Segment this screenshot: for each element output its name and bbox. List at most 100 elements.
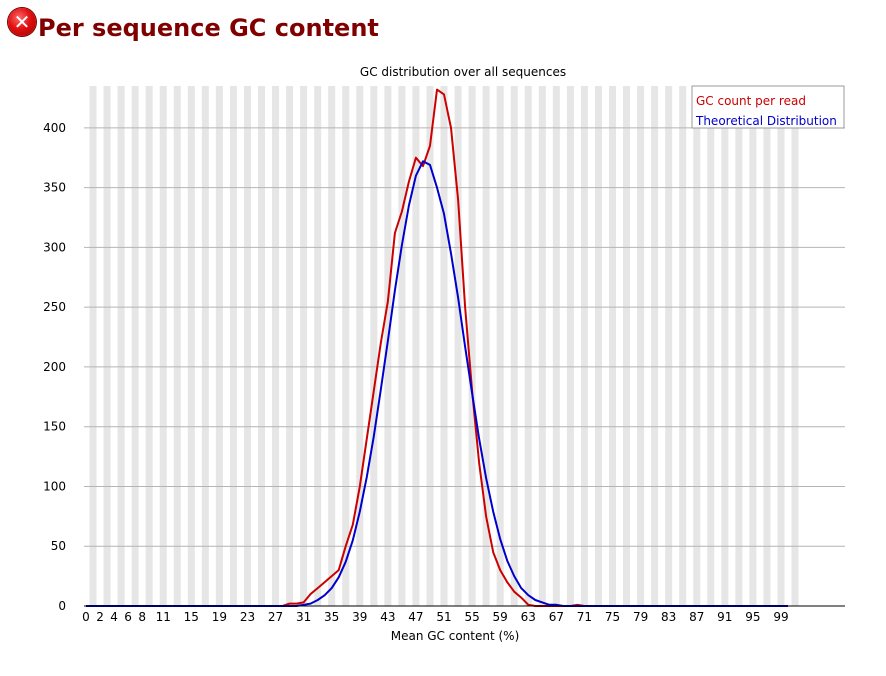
x-band [566, 86, 574, 606]
x-band [454, 86, 462, 606]
legend: GC count per read Theoretical Distributi… [691, 85, 845, 129]
x-band [89, 86, 97, 606]
x-tick-label: 6 [124, 610, 132, 624]
x-band [370, 86, 378, 606]
x-band [665, 86, 673, 606]
x-tick-label: 11 [156, 610, 171, 624]
x-tick-label: 71 [577, 610, 592, 624]
y-tick-label: 100 [43, 479, 66, 493]
x-tick-label: 8 [138, 610, 146, 624]
y-tick-label: 300 [43, 240, 66, 254]
x-tick-label: 27 [268, 610, 283, 624]
legend-box [691, 85, 845, 129]
x-band [215, 86, 223, 606]
x-band [131, 86, 139, 606]
x-tick-label: 63 [521, 610, 536, 624]
x-band [342, 86, 350, 606]
error-status-icon: ✕ [8, 8, 36, 36]
x-band [637, 86, 645, 606]
x-band [524, 86, 532, 606]
x-tick-label: 95 [745, 610, 760, 624]
x-tick-label: 39 [352, 610, 367, 624]
x-band [103, 86, 111, 606]
x-band [651, 86, 659, 606]
x-band [328, 86, 336, 606]
x-band [229, 86, 237, 606]
x-tick-label: 4 [110, 610, 118, 624]
x-band [721, 86, 729, 606]
x-band [707, 86, 715, 606]
x-band [300, 86, 308, 606]
x-band [623, 86, 631, 606]
x-band [763, 86, 771, 606]
y-tick-label: 0 [58, 599, 66, 613]
x-band [173, 86, 181, 606]
x-tick-label: 83 [661, 610, 676, 624]
x-tick-label: 91 [717, 610, 732, 624]
x-tick-label: 15 [184, 610, 199, 624]
x-band [749, 86, 757, 606]
x-band [201, 86, 209, 606]
x-band [286, 86, 294, 606]
x-band [496, 86, 504, 606]
x-band [272, 86, 280, 606]
chart-title: GC distribution over all sequences [360, 65, 566, 79]
x-tick-label: 99 [773, 610, 788, 624]
x-band [440, 86, 448, 606]
x-band [510, 86, 518, 606]
x-tick-label: 79 [633, 610, 648, 624]
x-band [538, 86, 546, 606]
x-tick-label: 47 [408, 610, 423, 624]
page-title: Per sequence GC content [38, 14, 379, 42]
x-band [356, 86, 364, 606]
x-tick-label: 19 [212, 610, 227, 624]
x-tick-label: 67 [549, 610, 564, 624]
x-band [735, 86, 743, 606]
x-band [426, 86, 434, 606]
x-band [159, 86, 167, 606]
x-tick-label: 59 [493, 610, 508, 624]
x-tick-label: 35 [324, 610, 339, 624]
x-band [187, 86, 195, 606]
x-band [243, 86, 251, 606]
x-band [679, 86, 687, 606]
x-band [145, 86, 153, 606]
y-tick-label: 250 [43, 300, 66, 314]
x-band [552, 86, 560, 606]
x-band [482, 86, 490, 606]
y-tick-labels: 0 50 100 150 200 250 300 350 400 [43, 121, 66, 613]
x-band [791, 86, 799, 606]
x-band [398, 86, 406, 606]
x-band [412, 86, 420, 606]
x-tick-label: 23 [240, 610, 255, 624]
x-tick-label: 55 [464, 610, 479, 624]
y-tick-label: 50 [51, 539, 66, 553]
y-tick-label: 150 [43, 420, 66, 434]
x-band [777, 86, 785, 606]
x-tick-label: 87 [689, 610, 704, 624]
x-tick-labels: 0 2 4 6 8 11 15 19 23 27 31 35 39 43 47 51 55 59 63 67 71 75 7… [82, 610, 788, 624]
x-band [608, 86, 617, 606]
x-axis-label: Mean GC content (%) [391, 629, 520, 643]
legend-entry-theoretical: Theoretical Distribution [695, 114, 837, 128]
y-tick-label: 200 [43, 360, 66, 374]
x-tick-label: 31 [296, 610, 311, 624]
x-band [693, 86, 701, 606]
series-line-theoretical [86, 160, 788, 607]
x-band [580, 86, 588, 606]
x-band [594, 86, 602, 606]
y-tick-label: 400 [43, 121, 66, 135]
x-band [468, 86, 476, 606]
y-tick-label: 350 [43, 181, 66, 195]
legend-entry-gc-count: GC count per read [696, 94, 806, 108]
x-tick-label: 0 [82, 610, 90, 624]
x-tick-label: 43 [380, 610, 395, 624]
x-tick-label: 2 [96, 610, 104, 624]
x-band [117, 86, 125, 606]
report-header: ✕ Per sequence GC content [8, 8, 379, 46]
x-band [314, 86, 322, 606]
x-tick-label: 75 [605, 610, 620, 624]
x-bands [89, 86, 799, 606]
x-band [257, 86, 266, 606]
